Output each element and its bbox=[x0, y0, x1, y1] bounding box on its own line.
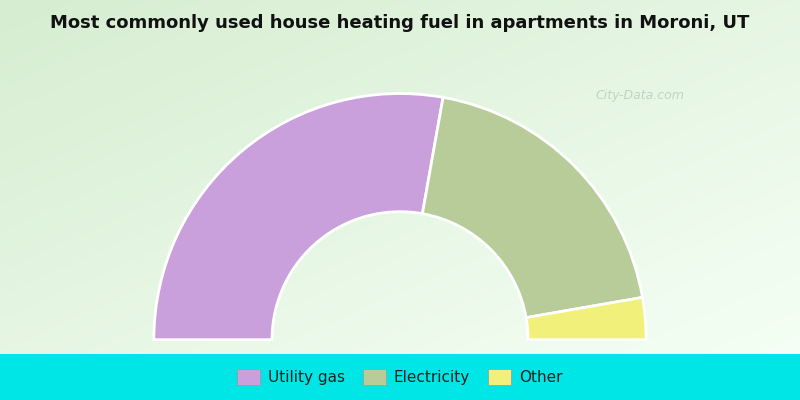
Text: City-Data.com: City-Data.com bbox=[595, 90, 685, 102]
Legend: Utility gas, Electricity, Other: Utility gas, Electricity, Other bbox=[233, 364, 567, 390]
Wedge shape bbox=[526, 297, 646, 340]
Wedge shape bbox=[154, 94, 443, 340]
Wedge shape bbox=[422, 97, 642, 318]
Text: Most commonly used house heating fuel in apartments in Moroni, UT: Most commonly used house heating fuel in… bbox=[50, 14, 750, 32]
